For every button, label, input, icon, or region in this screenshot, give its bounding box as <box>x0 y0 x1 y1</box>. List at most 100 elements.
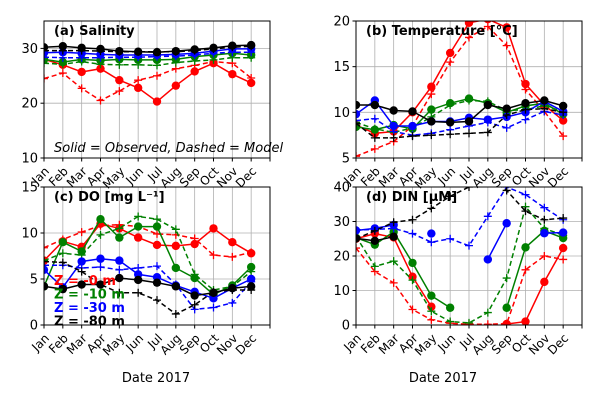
data-point-green-observed <box>133 222 143 231</box>
data-point-black-observed <box>58 42 68 51</box>
y-tick-label: 40 <box>333 181 350 196</box>
data-point-red-model <box>58 69 67 78</box>
series-line-black-model <box>356 107 564 139</box>
series-line-red-model <box>356 25 564 157</box>
data-point-black-observed <box>171 282 181 291</box>
data-point-black-observed <box>389 232 398 241</box>
data-point-red-model <box>502 41 511 50</box>
data-point-green-model <box>115 224 124 233</box>
data-point-black-model <box>356 119 360 128</box>
data-point-blue-observed <box>408 121 417 131</box>
data-point-green-observed <box>96 215 105 224</box>
data-point-black-model <box>408 132 417 141</box>
data-point-green-model <box>153 215 161 224</box>
data-point-black-model <box>465 129 473 138</box>
y-tick-label: 10 <box>333 106 350 121</box>
data-point-green-model <box>171 225 180 234</box>
data-point-red-model <box>427 315 436 324</box>
data-point-red-observed <box>133 83 143 93</box>
panel-title: (c) DO [mg L⁻¹] <box>54 190 165 205</box>
data-point-green-model <box>58 249 67 258</box>
data-point-blue-model <box>228 298 237 307</box>
data-point-red-model <box>465 33 473 42</box>
data-point-blue-model <box>209 303 218 312</box>
data-point-red-observed <box>246 78 256 88</box>
data-point-green-model <box>190 270 199 279</box>
data-point-black-model <box>540 215 549 224</box>
data-point-red-model <box>502 319 511 325</box>
data-point-red-observed <box>96 64 105 73</box>
data-point-black-model <box>153 47 161 56</box>
data-point-blue-model <box>521 115 530 124</box>
panel-salinity: 102030JanFebMarAprMayJunJulAugSepOctNovD… <box>21 20 283 192</box>
data-point-black-observed <box>115 273 124 283</box>
data-point-green-model <box>446 317 455 325</box>
data-point-black-model <box>446 130 455 139</box>
data-point-red-observed <box>228 238 237 247</box>
data-point-black-observed <box>44 43 49 52</box>
data-point-green-model <box>427 307 436 316</box>
panel-temperature: 5101520JanFebMarAprMayJunJulAugSepOctNov… <box>333 15 583 192</box>
data-point-red-observed <box>540 277 549 287</box>
series-line-red-model <box>356 247 564 325</box>
data-point-black-model <box>465 187 473 191</box>
data-point-black-model <box>171 47 180 56</box>
data-point-red-observed <box>521 317 530 325</box>
data-point-red-model <box>559 255 568 264</box>
series-line-black-model <box>356 187 564 240</box>
data-point-red-model <box>153 71 161 80</box>
y-tick-label: 15 <box>21 181 38 196</box>
data-point-green-observed <box>445 303 455 312</box>
data-point-blue-model <box>502 123 511 132</box>
data-point-black-observed <box>464 117 474 126</box>
data-point-green-model <box>370 262 379 271</box>
data-point-red-model <box>134 76 143 85</box>
x-tick-label: Jun <box>122 164 146 188</box>
data-point-red-observed <box>558 116 568 125</box>
data-point-red-observed <box>152 97 162 106</box>
data-point-black-model <box>96 47 105 56</box>
plot-area <box>44 212 256 318</box>
data-point-black-model <box>58 46 67 55</box>
data-point-red-observed <box>190 67 199 76</box>
data-point-blue-model <box>115 265 124 274</box>
data-point-green-model <box>370 124 379 133</box>
data-point-red-observed <box>464 21 474 28</box>
data-point-black-model <box>389 218 398 227</box>
data-point-green-model <box>96 230 105 239</box>
data-point-blue-observed <box>427 229 436 238</box>
data-point-black-model <box>77 267 86 276</box>
y-tick-label: 20 <box>333 250 350 265</box>
data-point-green-observed <box>246 262 256 272</box>
y-tick-label: 5 <box>30 273 38 288</box>
data-point-black-model <box>370 133 379 142</box>
data-point-green-observed <box>427 291 436 300</box>
data-point-green-observed <box>58 238 68 247</box>
data-point-blue-model <box>58 53 67 62</box>
data-point-green-model <box>446 101 455 110</box>
x-tick-label: Dec <box>233 331 259 357</box>
data-point-black-model <box>389 133 398 142</box>
data-point-blue-observed <box>502 219 511 228</box>
data-point-red-model <box>44 74 48 83</box>
data-point-red-model <box>228 252 237 261</box>
y-tick-label: 10 <box>21 152 38 167</box>
data-point-red-observed <box>133 233 143 242</box>
data-point-green-observed <box>171 263 181 273</box>
data-point-red-model <box>370 144 379 153</box>
data-point-green-observed <box>502 303 511 312</box>
data-point-red-model <box>96 96 105 105</box>
data-point-red-observed <box>484 21 492 24</box>
data-point-black-model <box>559 108 568 117</box>
data-point-black-model <box>521 207 530 216</box>
data-point-red-observed <box>209 224 218 233</box>
data-point-black-model <box>540 104 549 113</box>
y-tick-label: 20 <box>21 97 38 112</box>
data-point-black-model <box>483 128 492 137</box>
data-point-green-observed <box>427 105 436 114</box>
data-point-blue-model <box>96 263 105 272</box>
legend-entry-green: Z = -10 m <box>54 288 125 303</box>
data-point-blue-model <box>356 226 360 235</box>
data-point-green-observed <box>152 222 162 231</box>
